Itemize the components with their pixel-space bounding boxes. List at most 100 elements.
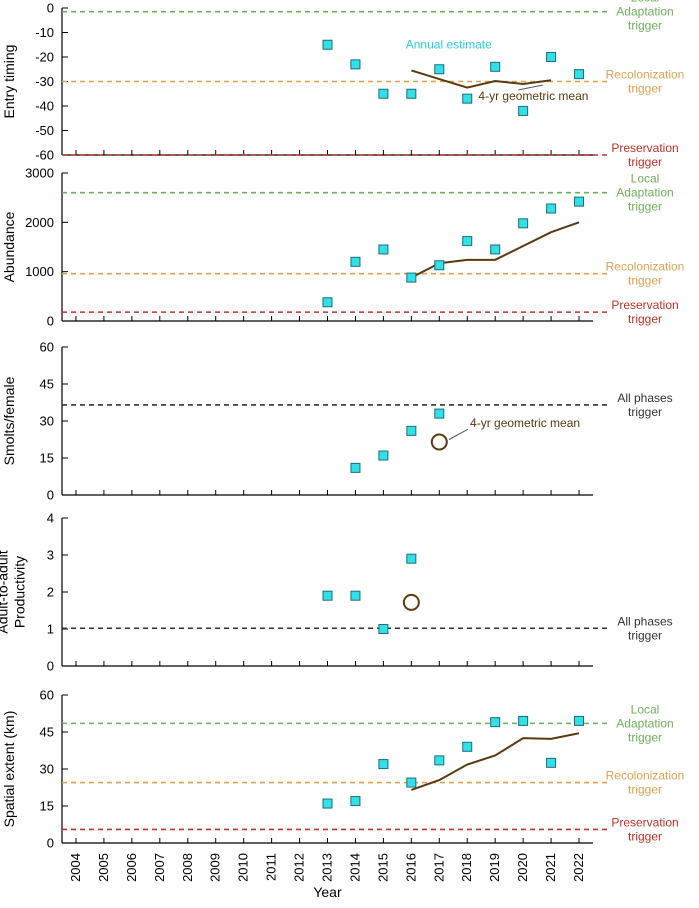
abundance-point-2013 — [322, 297, 333, 308]
entry-timing-point-2016 — [406, 88, 417, 99]
smolts-y-tick-label: 45 — [40, 377, 54, 392]
spatial-y-tick-label: 30 — [40, 762, 54, 777]
abundance-point-2021 — [546, 203, 557, 214]
entry-timing-point-2020 — [518, 105, 529, 116]
abundance-point-2022 — [574, 196, 585, 207]
entry-timing-point-2022 — [574, 69, 585, 80]
spatial-trigger-label-recolonization: trigger — [628, 783, 662, 797]
productivity-trigger-label-all_phases: All phases — [617, 614, 672, 628]
abundance-trigger-label-preservation: trigger — [628, 312, 662, 326]
spatial-point-2018 — [462, 741, 473, 752]
productivity-y-tick-label: 0 — [47, 659, 54, 674]
spatial-mean-line — [411, 732, 580, 791]
entry-timing-trigger-label-recolonization: Recolonization — [606, 68, 685, 82]
spatial-point-2017 — [434, 755, 445, 766]
abundance-trigger-label-preservation: Preservation — [611, 298, 678, 312]
abundance-ylabel: Abundance — [1, 211, 17, 282]
smolts-annotation-mean: 4-yr geometric mean — [470, 416, 580, 430]
x-tick-label-2022: 2022 — [571, 853, 586, 882]
entry-timing-trigger-label-local_adaptation: trigger — [628, 19, 662, 33]
abundance-point-2016 — [406, 272, 417, 283]
spatial-point-2021 — [546, 757, 557, 768]
x-tick-label-2012: 2012 — [292, 853, 307, 882]
smolts-y-tick-label: 60 — [40, 340, 54, 355]
spatial-ylabel: Spatial extent (km) — [1, 711, 17, 828]
entry-timing-y-tick-label: -30 — [35, 74, 54, 89]
entry-timing-point-2013 — [322, 39, 333, 50]
productivity-ylabel: Productivity — [12, 556, 28, 628]
smolts-trigger-label-all_phases: trigger — [628, 405, 662, 419]
entry-timing-point-2014 — [350, 59, 361, 70]
entry-timing-trigger-label-local_adaptation: Adaptation — [616, 5, 673, 19]
spatial-trigger-label-local_adaptation: trigger — [628, 730, 662, 744]
x-tick-label-2005: 2005 — [96, 853, 111, 882]
entry-timing-annotation-annual: Annual estimate — [406, 37, 492, 51]
entry-timing-ylabel: Entry timing — [1, 45, 17, 119]
spatial-point-2013 — [322, 798, 333, 809]
x-tick-label-2004: 2004 — [68, 853, 83, 882]
abundance-trigger-label-local_adaptation: Local — [631, 172, 660, 186]
entry-timing-y-tick-label: -40 — [35, 99, 54, 114]
smolts-annotation-pointer — [448, 428, 469, 440]
entry-timing-point-2021 — [546, 52, 557, 62]
spatial-trigger-label-local_adaptation: Adaptation — [616, 716, 673, 730]
entry-timing-y-tick-label: 0 — [47, 1, 54, 16]
productivity-y-tick-label: 3 — [47, 548, 54, 563]
productivity-point-2015 — [378, 624, 389, 634]
spatial-y-tick-label: 0 — [47, 836, 54, 851]
entry-timing-trigger-label-recolonization: trigger — [628, 82, 662, 96]
x-tick-label-2016: 2016 — [403, 853, 418, 882]
abundance-trigger-label-recolonization: Recolonization — [606, 260, 685, 274]
x-tick-label-2007: 2007 — [152, 853, 167, 882]
smolts-y-tick-label: 30 — [40, 414, 54, 429]
entry-timing-y-tick-label: -10 — [35, 25, 54, 40]
x-tick-label-2020: 2020 — [515, 853, 530, 882]
abundance-y-tick-label: 1000 — [25, 264, 54, 279]
abundance-point-2019 — [490, 244, 501, 255]
spatial-point-2014 — [350, 796, 361, 807]
spatial-trigger-label-local_adaptation: Local — [631, 702, 660, 716]
entry-timing-mean-line — [411, 69, 552, 89]
entry-timing-point-2019 — [490, 61, 501, 72]
spatial-y-tick-label: 15 — [40, 799, 54, 814]
smolts-ylabel: Smolts/female — [1, 376, 17, 465]
spatial-point-2019 — [490, 717, 501, 728]
smolts-point-2017 — [434, 408, 445, 419]
entry-timing-point-2015 — [378, 88, 389, 99]
smolts-point-2014 — [350, 462, 361, 473]
spatial-y-tick-label: 45 — [40, 725, 54, 740]
x-tick-label-2013: 2013 — [320, 853, 335, 882]
x-tick-label-2015: 2015 — [375, 853, 390, 882]
productivity-point-2013 — [322, 590, 333, 601]
entry-timing-annotation-pointer — [518, 84, 543, 91]
smolts-y-tick-label: 0 — [47, 488, 54, 503]
x-tick-label-2019: 2019 — [487, 853, 502, 882]
productivity-y-tick-label: 2 — [47, 585, 54, 600]
abundance-trigger-label-local_adaptation: Adaptation — [616, 186, 673, 200]
productivity-mean-point — [402, 593, 420, 611]
abundance-point-2018 — [462, 236, 473, 247]
abundance-point-2017 — [434, 260, 445, 271]
productivity-trigger-label-all_phases: trigger — [628, 628, 662, 642]
productivity-point-2016 — [406, 553, 417, 564]
spatial-y-tick-label: 60 — [40, 688, 54, 703]
abundance-y-tick-label: 0 — [47, 314, 54, 329]
abundance-y-tick-label: 2000 — [25, 215, 54, 230]
x-tick-label-2010: 2010 — [236, 853, 251, 882]
entry-timing-trigger-label-preservation: Preservation — [611, 141, 678, 155]
entry-timing-trigger-label-local_adaptation: Local — [631, 0, 660, 5]
x-tick-label-2017: 2017 — [431, 853, 446, 882]
x-tick-label-2018: 2018 — [459, 853, 474, 882]
spatial-point-2022 — [574, 715, 585, 726]
productivity-ylabel: Adult-to-adult — [0, 550, 11, 633]
smolts-point-2016 — [406, 425, 417, 436]
abundance-point-2020 — [518, 218, 529, 229]
x-tick-label-2021: 2021 — [543, 853, 558, 882]
productivity-point-2014 — [350, 590, 361, 601]
entry-timing-annotation-mean: 4-yr geometric mean — [478, 89, 588, 103]
abundance-point-2015 — [378, 244, 389, 255]
x-tick-label-2006: 2006 — [124, 853, 139, 882]
abundance-point-2014 — [350, 256, 361, 267]
spatial-point-2016 — [406, 777, 417, 788]
